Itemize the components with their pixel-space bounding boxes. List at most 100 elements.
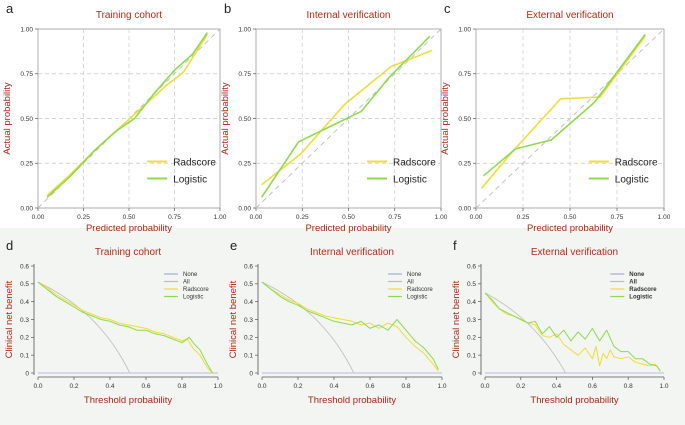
legend-label-none: None: [407, 272, 422, 278]
series-logistic-line: [482, 33, 646, 177]
panel-b: b Internal verification 0.00 0.25 0.50 0.75 1.…: [220, 1, 448, 234]
x-tick-label: 0.8: [624, 383, 633, 390]
y-axis-label: Clinical net benefit: [228, 280, 239, 358]
x-axis-label: Predicted probability: [86, 223, 172, 234]
y-tick-label: 0.00: [238, 205, 251, 212]
y-tick-label: 0.1: [244, 352, 253, 359]
legend-label-logistic: Logistic: [183, 295, 203, 301]
y-tick-label: 0: [25, 370, 29, 377]
y-tick-label: 0.3: [20, 317, 29, 324]
y-tick-label: 0.50: [458, 116, 471, 123]
x-tick-label: 0.25: [517, 214, 530, 221]
legend-label-radscore: Radscore: [173, 157, 216, 168]
series-logistic-line: [261, 281, 439, 370]
y-axis-label: Clinical net benefit: [4, 280, 15, 358]
legend-label-radscore: Radscore: [629, 287, 657, 293]
panel-title: Internal verification: [307, 10, 391, 21]
panel-title: Training cohort: [96, 10, 163, 21]
x-tick-label: 0.8: [401, 383, 410, 390]
y-axis-label: Actual probability: [2, 82, 13, 155]
x-tick-label: 0.6: [588, 383, 597, 390]
y-tick-label: 0.25: [20, 161, 33, 168]
x-tick-label: 0.2: [69, 383, 78, 390]
panel-letter: a: [6, 1, 14, 16]
legend-label-none: None: [629, 272, 645, 278]
y-tick-label: 0.3: [244, 317, 253, 324]
legend-label-none: None: [183, 272, 198, 278]
panel-title: Training cohort: [95, 247, 162, 258]
panel-e: e Internal verification 0.0 0.2 0.4 0.6 0.8 1.0…: [228, 238, 447, 406]
series-radscore-line: [46, 33, 208, 197]
x-tick-label: 0.4: [329, 383, 338, 390]
x-tick-label: 0.4: [552, 383, 561, 390]
panel-title: External verification: [526, 10, 613, 21]
y-tick-label: 0.5: [467, 281, 476, 288]
x-tick-label: 0.75: [388, 214, 401, 221]
y-tick-label: 0.50: [20, 116, 33, 123]
y-tick-label: 0.6: [244, 263, 253, 270]
legend-label-radscore: Radscore: [615, 157, 658, 168]
x-tick-label: 0.50: [123, 214, 136, 221]
x-tick-label: 0.6: [365, 383, 374, 390]
y-axis-label: Clinical net benefit: [451, 280, 462, 358]
x-tick-label: 0.0: [257, 383, 266, 390]
panel-letter: b: [224, 1, 231, 16]
legend-label-radscore: Radscore: [183, 287, 209, 293]
x-tick-label: 1.0: [659, 383, 668, 390]
x-tick-label: 1.0: [437, 383, 446, 390]
y-tick-label: 0.2: [244, 335, 253, 342]
y-tick-label: 0.6: [467, 263, 476, 270]
x-tick-label: 0.75: [611, 214, 624, 221]
x-tick-label: 0.2: [516, 383, 525, 390]
x-tick-label: 1.0: [213, 383, 222, 390]
legend-label-all: All: [629, 280, 637, 286]
x-axis-label: Threshold probability: [308, 395, 396, 406]
panel-title: Internal verification: [310, 247, 394, 258]
bottom-row-background: [0, 228, 685, 425]
legend-label-radscore: Radscore: [393, 157, 436, 168]
y-tick-label: 1.00: [458, 26, 471, 33]
y-tick-label: 0.5: [20, 281, 29, 288]
x-tick-label: 0.00: [32, 214, 45, 221]
y-tick-label: 0: [472, 370, 476, 377]
y-tick-label: 0.2: [20, 335, 29, 342]
legend-label-all: All: [407, 280, 414, 286]
y-tick-label: 1.00: [238, 26, 251, 33]
series-radscore-line: [261, 281, 439, 372]
x-tick-label: 0.4: [105, 383, 114, 390]
x-axis-label: Threshold probability: [530, 395, 618, 406]
x-tick-label: 0.00: [470, 214, 483, 221]
y-tick-label: 0.2: [467, 335, 476, 342]
panel-letter: e: [230, 238, 237, 253]
y-tick-label: 0.6: [20, 263, 29, 270]
x-tick-label: 0.0: [33, 383, 42, 390]
ideal-diagonal: [475, 28, 665, 209]
y-tick-label: 0.3: [467, 317, 476, 324]
x-axis-label: Predicted probability: [527, 223, 613, 234]
y-tick-label: 0.75: [458, 71, 471, 78]
y-tick-label: 0.25: [238, 161, 251, 168]
panel-a: a Training cohort 0.00 0.25 0.50 0.75 1.00 0.00…: [2, 1, 227, 234]
x-tick-label: 1.00: [435, 214, 448, 221]
y-tick-label: 0.1: [20, 352, 29, 359]
y-tick-label: 0.75: [238, 71, 251, 78]
y-tick-label: 0.4: [244, 299, 253, 306]
y-tick-label: 0.00: [20, 205, 33, 212]
series-all-line: [37, 281, 131, 374]
legend-label-radscore: Radscore: [407, 287, 433, 293]
x-tick-label: 0.00: [250, 214, 263, 221]
x-tick-label: 1.00: [658, 214, 671, 221]
x-tick-label: 0.50: [564, 214, 577, 221]
y-tick-label: 0.5: [244, 281, 253, 288]
x-axis-label: Threshold probability: [84, 395, 172, 406]
legend-label-logistic: Logistic: [407, 295, 427, 301]
panel-c: c External verification 0.00 0.25 0.50 0.75 1.…: [440, 1, 671, 234]
x-tick-label: 0.50: [342, 214, 355, 221]
legend-label-logistic: Logistic: [173, 174, 207, 185]
x-tick-label: 0.0: [480, 383, 489, 390]
y-tick-label: 0.50: [238, 116, 251, 123]
y-axis-label: Actual probability: [440, 82, 451, 155]
x-tick-label: 0.6: [141, 383, 150, 390]
y-tick-label: 0.25: [458, 161, 471, 168]
